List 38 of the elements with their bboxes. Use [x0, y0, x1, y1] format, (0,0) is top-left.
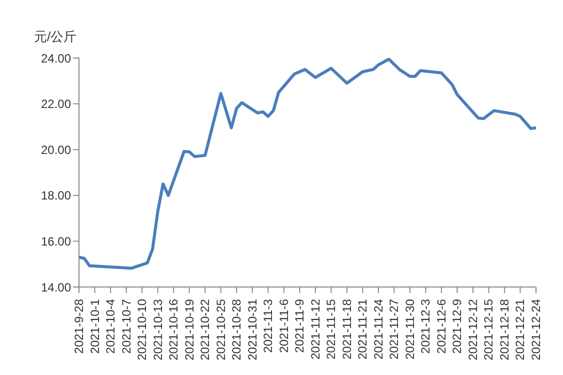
- x-tick-label: 2021-12-21: [513, 298, 528, 360]
- y-tick-label: 14.00: [40, 280, 72, 294]
- x-tick-label: 2021-10-10: [135, 298, 150, 360]
- x-tick-label: 2021-10-19: [182, 298, 196, 360]
- x-tick-label: 2021-11-27: [387, 298, 402, 360]
- x-tick-label: 2021-11-6: [276, 298, 291, 353]
- x-tick-label: 2021-11-9: [292, 298, 307, 353]
- x-tick-label: 2021-10-13: [150, 298, 165, 360]
- x-tick-label: 2021-10-16: [166, 298, 181, 360]
- x-tick-label: 2021-10-7: [119, 298, 134, 354]
- x-tick-label: 2021-12-6: [434, 298, 448, 354]
- line-series: [79, 58, 536, 270]
- y-tick-label: 18.00: [40, 188, 72, 203]
- x-tick-label: 2021-11-12: [308, 298, 322, 360]
- x-tick-label: 2021-10-4: [104, 298, 118, 354]
- x-tick-label: 2021-12-24: [529, 298, 543, 360]
- x-tick-label: 2021-10-25: [214, 298, 228, 360]
- y-tick-label: 20.00: [40, 142, 72, 157]
- x-tick-label: 2021-10-1: [88, 298, 102, 354]
- x-tick-label: 2021-12-12: [466, 298, 480, 360]
- x-tick-label: 2021-12-3: [418, 298, 433, 354]
- x-tick-label: 2021-11-15: [324, 298, 338, 360]
- y-axis-title: 元/公斤: [34, 28, 77, 46]
- x-tick-label: 2021-12-18: [497, 298, 512, 360]
- x-tick-label: 2021-12-15: [482, 298, 496, 360]
- x-tick-label: 2021-11-3: [261, 298, 276, 353]
- x-tick-label: 2021-11-30: [402, 298, 417, 360]
- x-tick-label: 2021-10-31: [245, 298, 260, 360]
- x-tick-label: 2021-11-24: [371, 298, 386, 360]
- x-tick-label: 2021-10-22: [198, 298, 212, 360]
- x-tick-label: 2021-11-21: [356, 298, 370, 360]
- x-tick-label: 2021-9-28: [72, 298, 86, 354]
- x-tick-label: 2021-11-18: [340, 298, 354, 360]
- y-tick-label: 16.00: [40, 234, 72, 248]
- x-tick-label: 2021-10-28: [230, 298, 244, 360]
- y-tick-label: 24.00: [40, 51, 72, 66]
- y-tick-label: 22.00: [40, 97, 72, 112]
- x-tick-label: 2021-12-9: [450, 298, 464, 354]
